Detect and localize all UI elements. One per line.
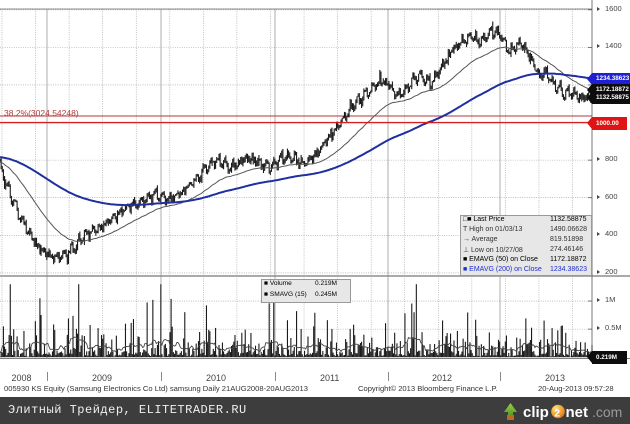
svg-text:2: 2	[554, 407, 560, 419]
svg-text:clip: clip	[523, 404, 549, 421]
svg-text:.com: .com	[592, 404, 622, 420]
svg-text:net: net	[566, 404, 589, 421]
